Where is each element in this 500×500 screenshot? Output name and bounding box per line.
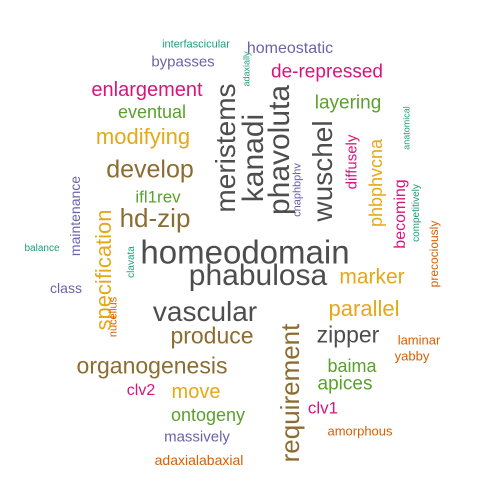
- word-class: class: [50, 280, 82, 296]
- word-requirement: requirement: [275, 323, 305, 463]
- word-modifying: modifying: [95, 124, 191, 149]
- word-amorphous: amorphous: [327, 423, 393, 439]
- word-apices: apices: [317, 373, 373, 395]
- word-de-repressed: de-repressed: [271, 61, 383, 83]
- word-organogenesis: organogenesis: [76, 352, 228, 379]
- word-zipper: zipper: [316, 321, 380, 348]
- word-becoming: becoming: [392, 179, 409, 249]
- word-develop: develop: [106, 155, 194, 184]
- word-clavata: clavata: [126, 246, 137, 278]
- word-hd-zip: hd-zip: [119, 203, 191, 233]
- word-phabulosa: phabulosa: [188, 259, 328, 292]
- word-parallel: parallel: [328, 296, 400, 321]
- word-interfascicular: interfascicular: [162, 38, 230, 51]
- word-cnaphbphv: cnaphbphv: [291, 163, 304, 217]
- word-homeostatic: homeostatic: [246, 40, 334, 57]
- word-phbphvcna: phbphvcna: [366, 138, 386, 228]
- word-adaxialabaxial: adaxialabaxial: [154, 452, 244, 468]
- word-yabby: yabby: [394, 348, 430, 364]
- word-clv2: clv2: [126, 382, 156, 399]
- word-precociously: precociously: [427, 220, 441, 288]
- word-balance: balance: [24, 243, 60, 254]
- word-vascular: vascular: [152, 296, 258, 327]
- word-enlargement: enlargement: [91, 79, 203, 101]
- word-diffusely: diffusely: [343, 134, 361, 190]
- word-layering: layering: [314, 92, 382, 114]
- word-anatomical: anatomical: [401, 106, 412, 150]
- word-clv1: clv1: [307, 398, 339, 418]
- word-ifl1rev: ifl1rev: [135, 187, 181, 207]
- word-meristems: meristems: [210, 83, 241, 213]
- word-move: move: [171, 381, 221, 403]
- word-wuschel: wuschel: [307, 120, 338, 222]
- word-massively: massively: [164, 428, 230, 446]
- word-baima: baima: [327, 356, 377, 376]
- word-eventual: eventual: [117, 102, 187, 122]
- word-competitively: competitively: [411, 184, 422, 242]
- word-homeodomain: homeodomain: [140, 233, 350, 271]
- word-nucellus: nucellus: [107, 296, 120, 338]
- word-marker: marker: [339, 265, 405, 289]
- word-bypasses: bypasses: [151, 53, 215, 71]
- word-ontogeny: ontogeny: [170, 405, 246, 425]
- word-adaxially: adaxially: [241, 51, 252, 87]
- word-phavoluta: phavoluta: [263, 84, 296, 216]
- word-maintenance: maintenance: [67, 175, 83, 257]
- word-produce: produce: [170, 322, 254, 349]
- word-laminar: laminar: [397, 332, 441, 348]
